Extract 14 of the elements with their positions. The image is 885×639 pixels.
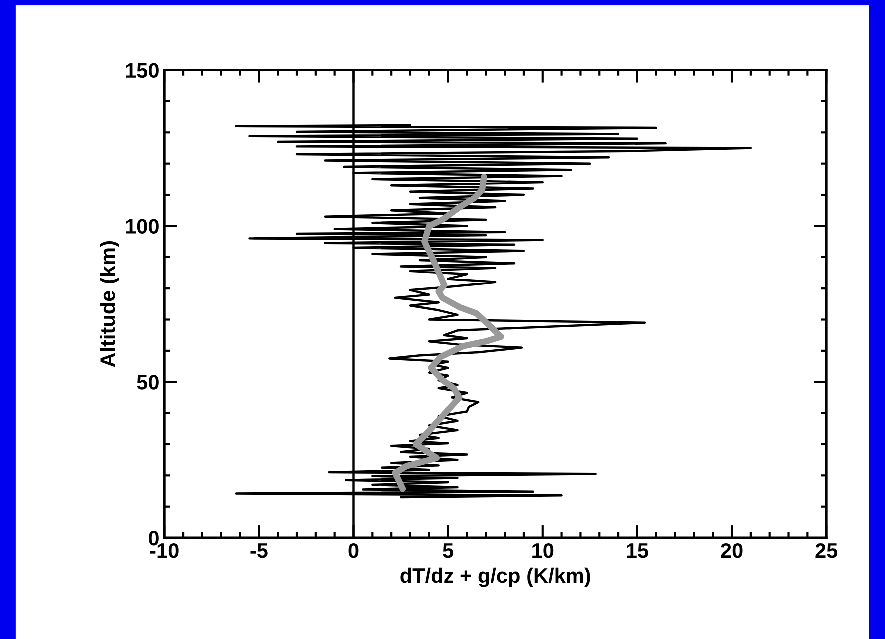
x-tick-label: 25 bbox=[816, 543, 838, 558]
x-tick-label: 10 bbox=[532, 543, 554, 558]
y-tick-label: 50 bbox=[137, 375, 159, 390]
x-axis-title: dT/dz + g/cp (K/km) bbox=[400, 568, 590, 588]
y-axis-title: Altitude (km) bbox=[100, 242, 120, 368]
x-tick-label: -5 bbox=[250, 544, 268, 558]
y-tick-label: 100 bbox=[126, 219, 159, 234]
x-tick-label: -10 bbox=[150, 543, 179, 558]
x-tick-label: 20 bbox=[721, 543, 743, 558]
y-tick-label: 0 bbox=[148, 531, 159, 546]
x-tick-label: 0 bbox=[348, 543, 359, 558]
x-tick-label: 15 bbox=[627, 544, 648, 558]
y-tick-label: 150 bbox=[126, 63, 159, 78]
x-tick-label: 5 bbox=[443, 544, 454, 558]
